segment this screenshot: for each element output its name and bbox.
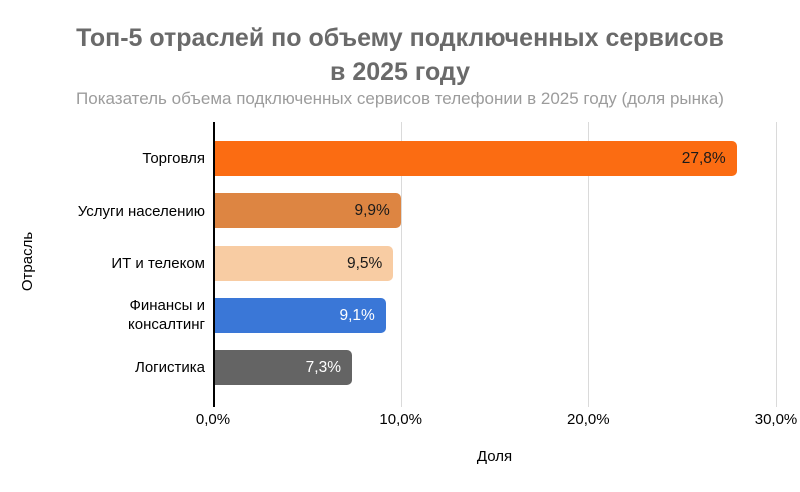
- x-tick-label-10: 10,0%: [379, 411, 422, 428]
- bar-value-label: 7,3%: [305, 358, 341, 376]
- gridline-10pct: [400, 122, 402, 407]
- plot-area: 27,8% 9,9% 9,5% 9,1% 7,3%: [196, 122, 797, 428]
- bar-row-torgovlya: 27,8%: [215, 141, 737, 176]
- gridline-20pct: [588, 122, 590, 407]
- chart-title: Топ-5 отраслей по объему подключенных се…: [0, 21, 800, 89]
- bar-it-i-telekom: 9,5%: [215, 246, 394, 281]
- x-tick-label-20: 20,0%: [567, 411, 610, 428]
- x-tick-label-0: 0,0%: [195, 411, 231, 428]
- bar-logistika: 7,3%: [215, 350, 352, 385]
- bar-finansy-i-konsalting: 9,1%: [215, 298, 386, 333]
- category-label-logistika: Логистика: [134, 358, 205, 376]
- y-axis-line: [213, 122, 215, 407]
- bar-row-logistika: 7,3%: [215, 350, 352, 385]
- gridline-30pct: [776, 122, 777, 407]
- y-axis-title-text: Отрасль: [19, 231, 37, 291]
- x-axis-title: Доля: [476, 448, 513, 465]
- bar-value-label: 9,9%: [354, 201, 390, 219]
- bar-value-label: 9,1%: [339, 306, 375, 324]
- category-label-finansy-i-konsalting: Финансы и консалтинг: [128, 297, 205, 333]
- bar-value-label: 27,8%: [681, 149, 726, 167]
- bar-row-finansy-i-konsalting: 9,1%: [215, 298, 386, 333]
- bar-row-it-i-telekom: 9,5%: [215, 246, 394, 281]
- bar-uslugi-naseleniyu: 9,9%: [215, 193, 401, 228]
- category-label-it-i-telekom: ИТ и телеком: [111, 254, 205, 272]
- bar-torgovlya: 27,8%: [215, 141, 737, 176]
- y-axis-title: Отрасль: [8, 122, 48, 400]
- chart-subtitle: Показатель объема подключенных сервисов …: [76, 89, 724, 108]
- bar-row-uslugi-naseleniyu: 9,9%: [215, 193, 401, 228]
- x-tick-label-30: 30,0%: [754, 411, 798, 428]
- chart-title-line2: в 2025 году: [330, 58, 470, 86]
- chart-area: Отрасль Торговля Услуги населению ИТ и т…: [0, 122, 800, 492]
- category-label-uslugi-naseleniyu: Услуги населению: [77, 202, 205, 220]
- bar-value-label: 9,5%: [346, 254, 383, 272]
- category-label-torgovlya: Торговля: [142, 149, 205, 167]
- chart-title-line1: Топ-5 отраслей по объему подключенных се…: [76, 24, 724, 52]
